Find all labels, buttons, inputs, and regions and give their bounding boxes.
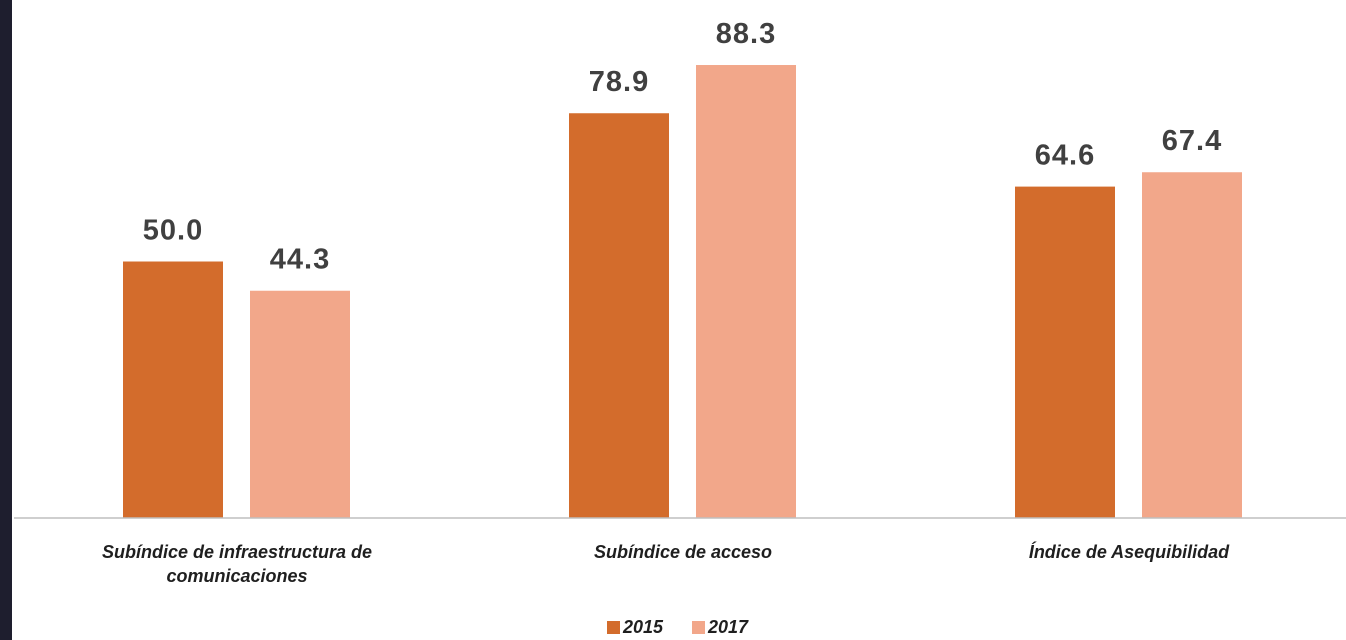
value-label: 44.3 — [270, 244, 330, 276]
bar — [696, 65, 796, 519]
bar — [1015, 186, 1115, 519]
category-label: Subíndice de acceso — [593, 542, 773, 562]
value-label: 78.9 — [589, 66, 649, 98]
value-label: 50.0 — [143, 215, 203, 247]
value-label: 64.6 — [1035, 140, 1095, 172]
bar — [569, 113, 669, 519]
bar — [250, 290, 350, 518]
legend-swatch — [692, 621, 705, 634]
bar — [1142, 172, 1242, 518]
bar — [123, 261, 223, 518]
value-label: 67.4 — [1162, 125, 1222, 157]
side-strip — [0, 0, 12, 640]
legend-label: 2015 — [623, 617, 664, 637]
value-label: 88.3 — [716, 18, 776, 50]
category-label: Índice de Asequibilidad — [1028, 542, 1230, 562]
legend-swatch — [607, 621, 620, 634]
legend-item: 2015 — [607, 617, 663, 638]
legend-item: 2017 — [692, 617, 748, 638]
category-label: Subíndice de infraestructura de comunica… — [101, 542, 373, 586]
legend-label: 2017 — [708, 617, 749, 637]
